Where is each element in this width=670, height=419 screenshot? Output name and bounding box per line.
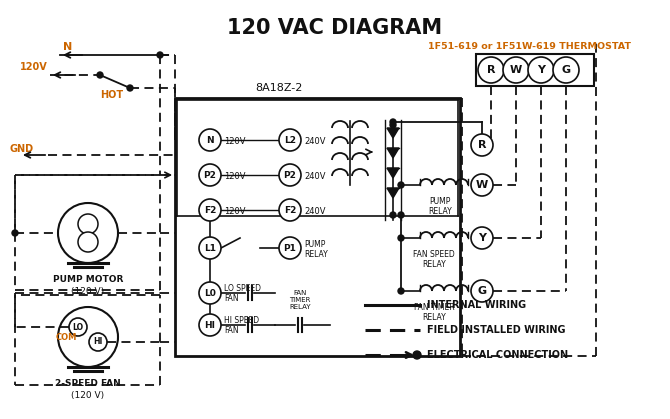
- Text: W: W: [510, 65, 522, 75]
- Text: F2: F2: [284, 205, 296, 215]
- Text: FAN SPEED
RELAY: FAN SPEED RELAY: [413, 250, 455, 269]
- Circle shape: [279, 199, 301, 221]
- Polygon shape: [387, 128, 399, 138]
- Circle shape: [279, 129, 301, 151]
- Bar: [175, 98, 460, 356]
- Circle shape: [199, 199, 221, 221]
- Circle shape: [89, 333, 107, 351]
- Text: P2: P2: [204, 171, 216, 179]
- Circle shape: [199, 282, 221, 304]
- Circle shape: [97, 72, 103, 78]
- Text: G: G: [478, 286, 486, 296]
- Text: G: G: [561, 65, 571, 75]
- Circle shape: [398, 235, 404, 241]
- Text: HI SPEED
FAN: HI SPEED FAN: [224, 316, 259, 335]
- Circle shape: [471, 280, 493, 302]
- Text: L0: L0: [204, 289, 216, 297]
- Text: (120 V): (120 V): [72, 391, 105, 400]
- Text: L2: L2: [284, 135, 296, 145]
- Circle shape: [390, 122, 396, 128]
- Polygon shape: [387, 168, 399, 178]
- Text: PUMP
RELAY: PUMP RELAY: [304, 240, 328, 259]
- Text: HI: HI: [93, 337, 103, 347]
- Circle shape: [471, 134, 493, 156]
- Circle shape: [199, 237, 221, 259]
- Polygon shape: [387, 188, 399, 198]
- Text: PUMP MOTOR: PUMP MOTOR: [53, 275, 123, 284]
- Text: HOT: HOT: [100, 90, 123, 100]
- Circle shape: [127, 85, 133, 91]
- Circle shape: [157, 52, 163, 58]
- Text: (120 V): (120 V): [72, 287, 105, 296]
- Text: N: N: [206, 135, 214, 145]
- Text: 240V: 240V: [304, 171, 326, 181]
- Circle shape: [12, 230, 18, 236]
- Circle shape: [553, 57, 579, 83]
- Circle shape: [398, 212, 404, 218]
- Text: PUMP
RELAY: PUMP RELAY: [428, 197, 452, 216]
- Text: 120V: 120V: [224, 137, 245, 145]
- Text: GND: GND: [10, 144, 34, 154]
- Text: Y: Y: [537, 65, 545, 75]
- Text: 240V: 240V: [304, 137, 326, 145]
- Text: 120 VAC DIAGRAM: 120 VAC DIAGRAM: [227, 18, 443, 38]
- Text: Y: Y: [478, 233, 486, 243]
- Circle shape: [398, 288, 404, 294]
- Text: ELECTRICAL CONNECTION: ELECTRICAL CONNECTION: [427, 350, 568, 360]
- Text: FAN TIMER
RELAY: FAN TIMER RELAY: [413, 303, 454, 322]
- Circle shape: [69, 318, 87, 336]
- Circle shape: [471, 227, 493, 249]
- Text: INTERNAL WIRING: INTERNAL WIRING: [427, 300, 526, 310]
- Text: P1: P1: [283, 243, 296, 253]
- Circle shape: [78, 214, 98, 234]
- Circle shape: [528, 57, 554, 83]
- Circle shape: [398, 182, 404, 188]
- Text: F2: F2: [204, 205, 216, 215]
- Circle shape: [471, 174, 493, 196]
- Circle shape: [478, 57, 504, 83]
- Text: 240V: 240V: [304, 207, 326, 215]
- Text: 120V: 120V: [20, 62, 48, 72]
- Text: COM: COM: [56, 333, 77, 341]
- Text: 8A18Z-2: 8A18Z-2: [255, 83, 302, 93]
- Circle shape: [199, 129, 221, 151]
- Circle shape: [199, 314, 221, 336]
- Text: N: N: [64, 42, 72, 52]
- Circle shape: [279, 164, 301, 186]
- Circle shape: [503, 57, 529, 83]
- Text: L1: L1: [204, 243, 216, 253]
- Text: FIELD INSTALLED WIRING: FIELD INSTALLED WIRING: [427, 325, 565, 335]
- Text: 1F51-619 or 1F51W-619 THERMOSTAT: 1F51-619 or 1F51W-619 THERMOSTAT: [429, 42, 632, 51]
- Bar: [476, 54, 594, 86]
- Text: R: R: [478, 140, 486, 150]
- Polygon shape: [387, 148, 399, 158]
- Text: 120V: 120V: [224, 207, 245, 215]
- Circle shape: [390, 212, 396, 218]
- Text: W: W: [476, 180, 488, 190]
- Text: 120V: 120V: [224, 171, 245, 181]
- Circle shape: [279, 237, 301, 259]
- Text: 2-SPEED FAN: 2-SPEED FAN: [55, 379, 121, 388]
- Circle shape: [390, 119, 396, 125]
- Text: R: R: [486, 65, 495, 75]
- Circle shape: [199, 164, 221, 186]
- Circle shape: [413, 351, 421, 359]
- Circle shape: [78, 232, 98, 252]
- Text: LO SPEED
FAN: LO SPEED FAN: [224, 284, 261, 303]
- Text: FAN
TIMER
RELAY: FAN TIMER RELAY: [289, 290, 311, 310]
- Text: HI: HI: [204, 321, 216, 329]
- Text: P2: P2: [283, 171, 296, 179]
- Text: LO: LO: [72, 323, 84, 331]
